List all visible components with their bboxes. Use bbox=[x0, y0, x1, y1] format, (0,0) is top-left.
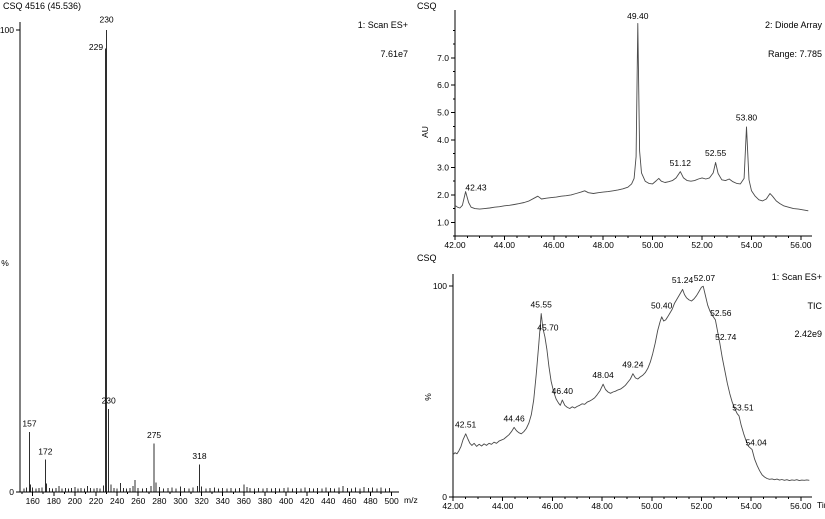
svg-text:100: 100 bbox=[0, 25, 14, 35]
svg-text:m/z: m/z bbox=[404, 495, 418, 505]
spectrum-scan-info: 1: Scan ES+ 7.61e7 bbox=[200, 2, 408, 78]
svg-text:46.40: 46.40 bbox=[552, 386, 574, 396]
svg-text:180: 180 bbox=[47, 496, 61, 506]
svg-text:157: 157 bbox=[22, 419, 36, 429]
svg-text:54.00: 54.00 bbox=[740, 501, 762, 511]
svg-text:0: 0 bbox=[9, 487, 14, 497]
svg-text:230: 230 bbox=[99, 14, 113, 24]
svg-text:54.00: 54.00 bbox=[741, 240, 763, 250]
svg-text:42.51: 42.51 bbox=[455, 420, 477, 430]
svg-text:52.55: 52.55 bbox=[705, 148, 727, 158]
svg-text:45.55: 45.55 bbox=[531, 299, 553, 309]
tic-scan-mode: 1: Scan ES+ bbox=[771, 272, 822, 282]
tic-scan-info: 1: Scan ES+ TIC 2.42e9 bbox=[600, 254, 822, 359]
svg-text:50.00: 50.00 bbox=[642, 240, 664, 250]
spectrum-title: CSQ 4516 (45.536) bbox=[3, 1, 82, 11]
spectrum-scan-mode: 1: Scan ES+ bbox=[357, 20, 408, 30]
svg-text:52.07: 52.07 bbox=[694, 273, 716, 283]
svg-text:51.12: 51.12 bbox=[670, 158, 692, 168]
svg-text:200: 200 bbox=[68, 496, 82, 506]
svg-text:52.74: 52.74 bbox=[715, 332, 737, 342]
svg-text:400: 400 bbox=[279, 496, 293, 506]
svg-text:1.0: 1.0 bbox=[437, 217, 449, 227]
svg-text:320: 320 bbox=[194, 496, 208, 506]
svg-text:56.00: 56.00 bbox=[790, 240, 812, 250]
svg-text:280: 280 bbox=[152, 496, 166, 506]
svg-text:56.00: 56.00 bbox=[790, 501, 812, 511]
svg-text:49.24: 49.24 bbox=[622, 360, 644, 370]
svg-text:48.00: 48.00 bbox=[591, 501, 613, 511]
tic-chromatogram[interactable]: 42.00 44.00 46.00 48.00 50.00 52.00 54.00 56.00… bbox=[413, 252, 825, 519]
svg-text:44.00: 44.00 bbox=[492, 501, 514, 511]
svg-text:45.70: 45.70 bbox=[537, 323, 559, 333]
svg-text:Time: Time bbox=[817, 500, 825, 510]
svg-text:%: % bbox=[423, 393, 433, 401]
svg-text:50.00: 50.00 bbox=[641, 501, 663, 511]
svg-text:5.0: 5.0 bbox=[437, 108, 449, 118]
svg-text:275: 275 bbox=[147, 430, 161, 440]
svg-text:260: 260 bbox=[131, 496, 145, 506]
svg-text:AU: AU bbox=[420, 126, 430, 138]
svg-text:42.43: 42.43 bbox=[465, 182, 487, 192]
svg-text:52.00: 52.00 bbox=[691, 501, 713, 511]
svg-text:52.00: 52.00 bbox=[691, 240, 713, 250]
diode-scan-info: 2: Diode Array Range: 7.785 bbox=[600, 2, 822, 78]
svg-text:%: % bbox=[1, 258, 9, 268]
tic-title: CSQ bbox=[417, 253, 437, 263]
svg-text:240: 240 bbox=[110, 496, 124, 506]
svg-text:380: 380 bbox=[258, 496, 272, 506]
svg-text:340: 340 bbox=[216, 496, 230, 506]
diode-title: CSQ bbox=[417, 1, 437, 11]
svg-text:44.00: 44.00 bbox=[494, 240, 516, 250]
svg-text:46.00: 46.00 bbox=[543, 240, 565, 250]
tic-intensity: 2.42e9 bbox=[794, 329, 822, 339]
svg-text:100: 100 bbox=[433, 281, 447, 291]
svg-text:46.00: 46.00 bbox=[542, 501, 564, 511]
svg-text:4.0: 4.0 bbox=[437, 135, 449, 145]
svg-text:220: 220 bbox=[89, 496, 103, 506]
tic-label: TIC bbox=[807, 300, 823, 311]
svg-text:440: 440 bbox=[321, 496, 335, 506]
svg-text:42.00: 42.00 bbox=[442, 501, 464, 511]
svg-text:2.0: 2.0 bbox=[437, 190, 449, 200]
svg-text:480: 480 bbox=[363, 496, 377, 506]
svg-text:420: 420 bbox=[300, 496, 314, 506]
diode-range: Range: 7.785 bbox=[767, 48, 822, 59]
svg-text:51.24: 51.24 bbox=[672, 275, 694, 285]
mass-spectrum-chart[interactable]: 160 180 200 220 240 260 280 300 320 340 360 380 400 4… bbox=[0, 0, 418, 519]
svg-text:160: 160 bbox=[26, 496, 40, 506]
svg-text:500: 500 bbox=[385, 496, 399, 506]
svg-text:48.00: 48.00 bbox=[593, 240, 615, 250]
svg-text:0: 0 bbox=[442, 492, 447, 502]
svg-text:300: 300 bbox=[173, 496, 187, 506]
svg-text:460: 460 bbox=[342, 496, 356, 506]
svg-text:7.0: 7.0 bbox=[437, 53, 449, 63]
svg-text:52.56: 52.56 bbox=[710, 308, 732, 318]
svg-text:54.04: 54.04 bbox=[745, 438, 767, 448]
svg-text:48.04: 48.04 bbox=[592, 370, 614, 380]
svg-text:44.46: 44.46 bbox=[503, 413, 525, 423]
diode-detector: 2: Diode Array bbox=[764, 20, 822, 30]
svg-text:53.51: 53.51 bbox=[732, 403, 754, 413]
svg-text:360: 360 bbox=[237, 496, 251, 506]
diode-array-chromatogram[interactable]: 42.00 44.00 46.00 48.00 50.00 52.00 54.00 56.00… bbox=[413, 0, 825, 252]
svg-text:6.0: 6.0 bbox=[437, 80, 449, 90]
svg-text:42.00: 42.00 bbox=[444, 240, 466, 250]
svg-text:172: 172 bbox=[38, 446, 52, 456]
svg-text:49.40: 49.40 bbox=[627, 11, 649, 21]
svg-text:53.80: 53.80 bbox=[736, 113, 758, 123]
svg-text:229: 229 bbox=[89, 42, 103, 52]
svg-text:3.0: 3.0 bbox=[437, 162, 449, 172]
svg-text:318: 318 bbox=[192, 451, 206, 461]
svg-text:230: 230 bbox=[102, 396, 116, 406]
spectrum-intensity: 7.61e7 bbox=[380, 48, 408, 59]
svg-text:50.40: 50.40 bbox=[651, 301, 673, 311]
